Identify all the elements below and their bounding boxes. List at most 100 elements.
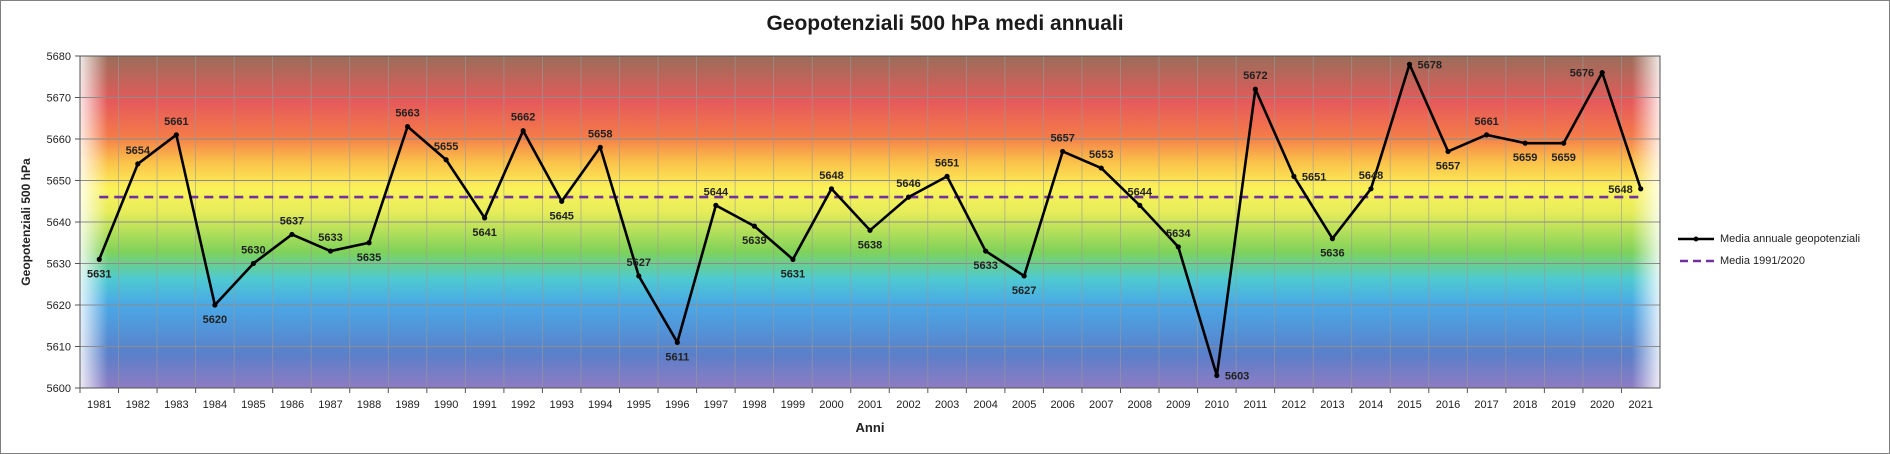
data-point [828,186,835,192]
x-tick-label: 2020 [1590,399,1614,411]
x-tick-label: 1998 [742,399,766,411]
data-label: 5661 [1474,116,1498,128]
x-tick-label: 1997 [704,399,728,411]
x-tick-label: 1986 [280,399,304,411]
x-tick-label: 1992 [511,399,535,411]
x-tick-label: 1989 [395,399,419,411]
data-point [1406,61,1413,67]
data-label: 5657 [1050,132,1074,144]
x-tick-label: 2012 [1282,399,1306,411]
data-label: 5655 [434,141,458,153]
data-label: 5654 [126,145,151,157]
data-point [1329,236,1336,242]
data-point [1175,244,1181,250]
data-point [404,123,411,130]
data-point [1483,132,1490,138]
data-point [559,198,565,204]
x-tick-label: 2019 [1551,399,1575,411]
x-tick-label: 1988 [357,399,381,411]
data-label: 5627 [627,257,651,269]
data-label: 5644 [1128,186,1153,198]
x-tick-label: 2010 [1205,399,1229,411]
data-point [1214,372,1220,379]
x-tick-label: 1994 [588,399,612,411]
data-point [636,273,642,279]
y-tick-label: 5620 [47,300,71,312]
data-point [751,223,757,229]
x-tick-label: 1982 [126,399,150,411]
data-label: 5633 [973,260,997,272]
x-tick-label: 2001 [858,399,882,411]
data-label: 5651 [935,157,959,169]
data-label: 5611 [665,351,689,363]
data-point [1638,186,1644,192]
data-label: 5634 [1166,228,1191,240]
data-label: 5645 [549,210,573,222]
data-point [1060,148,1066,155]
data-label: 5627 [1012,285,1036,297]
data-point [250,260,257,267]
data-label: 5648 [1608,184,1632,196]
x-tick-label: 1999 [781,399,805,411]
data-label: 5631 [781,268,805,280]
data-point [1368,186,1374,192]
data-label: 5641 [472,227,496,239]
legend-swatch-series [1678,233,1714,245]
data-label: 5662 [511,112,535,124]
data-label: 5661 [164,116,188,128]
data-point [1561,140,1567,146]
data-point [96,256,102,262]
data-point [983,248,989,254]
legend-label-series: Media annuale geopotenziali [1720,233,1861,245]
data-point [1252,86,1258,92]
data-label: 5633 [318,232,342,244]
data-label: 5658 [588,128,612,140]
data-point [327,248,334,254]
data-label: 5678 [1418,59,1442,71]
data-label: 5648 [1359,170,1383,182]
x-tick-label: 1991 [472,399,496,411]
legend-item-series: Media annuale geopotenziali [1678,228,1860,250]
data-point [1599,70,1605,76]
data-label: 5659 [1513,152,1537,164]
x-axis-title: Anni [856,420,885,435]
data-point [1098,165,1104,171]
x-tick-label: 1984 [203,399,227,411]
y-tick-label: 5630 [47,259,71,271]
y-tick-label: 5610 [47,342,71,354]
x-tick-label: 1993 [549,399,573,411]
data-point [713,202,719,208]
x-tick-label: 1981 [87,399,111,411]
x-tick-label: 2018 [1513,399,1537,411]
data-label: 5639 [742,235,766,247]
data-point [1522,140,1528,146]
data-label: 5646 [896,178,920,190]
data-point [366,240,372,246]
data-point [674,339,680,345]
x-tick-label: 2003 [935,399,959,411]
data-point [289,231,295,238]
x-tick-label: 2011 [1244,399,1268,411]
data-label: 5637 [280,215,304,227]
y-tick-label: 5650 [47,176,71,188]
data-label: 5636 [1320,248,1344,260]
data-point [597,144,603,150]
x-tick-label: 2014 [1359,399,1383,411]
x-tick-label: 2002 [896,399,920,411]
data-point [135,161,141,167]
data-label: 5638 [858,239,882,251]
x-tick-label: 1985 [241,399,265,411]
data-point [173,132,179,138]
data-point [1291,173,1297,179]
x-tick-label: 2004 [973,399,997,411]
y-tick-label: 5680 [47,51,71,63]
x-tick-label: 2007 [1089,399,1113,411]
data-label: 5651 [1302,171,1326,183]
data-label: 5648 [819,170,843,182]
data-point [905,194,912,200]
x-tick-label: 1996 [665,399,689,411]
legend-swatch-reference [1678,255,1714,267]
legend-label-reference: Media 1991/2020 [1720,255,1806,267]
x-tick-label: 2021 [1628,399,1652,411]
